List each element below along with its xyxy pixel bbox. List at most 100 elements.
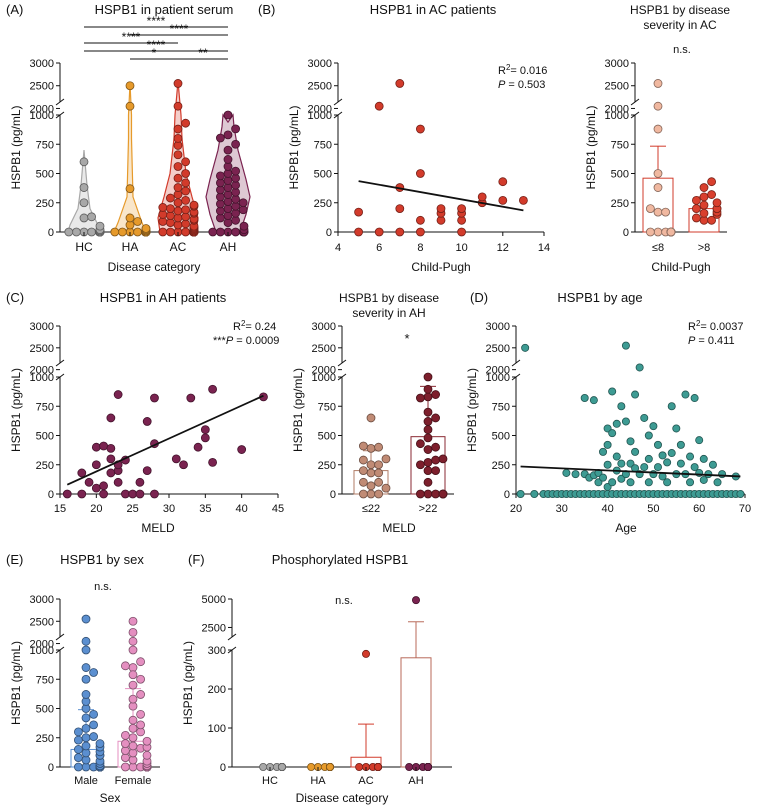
y-axis-label: HSPB1 (pg/mL) xyxy=(9,105,23,189)
data-point xyxy=(736,489,745,498)
panel-label: (E) xyxy=(6,552,23,567)
data-point xyxy=(603,424,612,433)
data-point xyxy=(366,481,376,491)
data-point xyxy=(121,661,130,671)
data-point xyxy=(110,227,120,237)
data-point xyxy=(215,171,225,181)
data-point xyxy=(142,417,152,426)
data-point xyxy=(608,429,617,438)
y-tick-label: 1000 xyxy=(308,110,332,122)
x-axis-label: Disease category xyxy=(108,260,201,274)
panel-a: HSPB1 in patient serum 0 250 500 750 10002000… xyxy=(9,2,251,274)
data-point xyxy=(99,441,108,451)
x-tick-label: 40 xyxy=(236,503,248,515)
data-point xyxy=(676,459,685,468)
y-tick-label: 2500 xyxy=(486,343,510,355)
y-tick-label: 2000 xyxy=(312,365,336,377)
data-point xyxy=(676,440,685,449)
x-tick-label: 6 xyxy=(376,242,382,254)
axis-break-mark xyxy=(333,98,343,106)
data-point xyxy=(603,460,612,469)
data-point xyxy=(81,723,91,733)
data-point xyxy=(128,733,138,743)
data-point xyxy=(81,733,91,743)
chart-title-line: HSPB1 by disease xyxy=(339,291,439,305)
p-label: P xyxy=(226,335,234,347)
data-point xyxy=(239,221,249,231)
data-point xyxy=(84,477,94,487)
x-tick-label: Female xyxy=(115,775,152,787)
data-point xyxy=(366,489,376,499)
p-value: = 0.503 xyxy=(505,79,545,91)
axis-break-mark xyxy=(630,98,640,106)
data-point xyxy=(457,227,467,237)
y-tick-label: 250 xyxy=(36,198,54,210)
data-point xyxy=(354,207,364,217)
chart-title-line: severity in AH xyxy=(352,306,425,320)
data-point xyxy=(699,192,709,202)
data-point xyxy=(74,762,83,772)
y-axis-label: HSPB1 (pg/mL) xyxy=(465,368,479,452)
x-tick-label: HC xyxy=(75,240,93,254)
data-point xyxy=(621,341,630,350)
axis-break-mark xyxy=(55,633,65,641)
y-tick-label: 750 xyxy=(611,139,629,151)
data-point xyxy=(181,196,191,205)
data-point xyxy=(415,460,425,470)
data-point xyxy=(699,208,709,218)
data-point xyxy=(106,454,116,464)
data-point xyxy=(81,663,91,672)
x-tick-label: 45 xyxy=(272,503,284,515)
data-point xyxy=(423,763,432,772)
data-point xyxy=(431,489,441,499)
data-point xyxy=(79,157,89,167)
data-point xyxy=(277,763,286,772)
data-point xyxy=(423,477,433,487)
data-point xyxy=(395,204,405,214)
data-point xyxy=(405,763,414,772)
data-point xyxy=(186,393,196,403)
chart-title-line: severity in AC xyxy=(643,18,717,32)
y-tick-label: 500 xyxy=(492,431,510,443)
y-tick-label: 250 xyxy=(314,198,332,210)
data-point xyxy=(128,723,138,733)
x-axis-label: MELD xyxy=(382,521,416,535)
y-tick-label: 250 xyxy=(36,733,54,745)
data-point xyxy=(79,183,89,192)
y-tick-label: 500 xyxy=(611,169,629,181)
data-point xyxy=(128,616,138,626)
data-point xyxy=(431,466,441,476)
data-point xyxy=(237,445,247,454)
data-point xyxy=(617,402,626,411)
data-point xyxy=(208,458,218,467)
data-point xyxy=(150,489,159,499)
y-tick-label: 250 xyxy=(492,460,510,472)
data-point xyxy=(91,483,101,493)
data-point xyxy=(626,459,635,468)
data-point xyxy=(415,439,425,449)
data-point xyxy=(173,124,183,134)
x-tick-label: 15 xyxy=(54,503,66,515)
data-point xyxy=(173,150,183,160)
y-tick-label: 1000 xyxy=(30,372,54,384)
data-point xyxy=(81,645,91,655)
data-point xyxy=(325,763,334,772)
data-point xyxy=(99,489,108,499)
significance-label: n.s. xyxy=(94,581,112,593)
data-point xyxy=(599,473,608,482)
data-point xyxy=(358,466,368,476)
y-axis-label: HSPB1 (pg/mL) xyxy=(584,105,598,189)
data-point xyxy=(223,130,233,140)
data-point xyxy=(431,413,441,423)
data-point xyxy=(150,393,159,403)
data-point xyxy=(438,489,448,499)
data-point xyxy=(498,196,508,205)
data-point xyxy=(79,213,89,223)
data-point xyxy=(653,227,663,237)
x-tick-label: AH xyxy=(408,775,423,787)
y-tick-label: 1000 xyxy=(30,110,54,122)
data-point xyxy=(223,155,233,164)
data-point xyxy=(89,709,98,719)
data-point xyxy=(395,79,405,88)
data-point xyxy=(423,445,433,454)
